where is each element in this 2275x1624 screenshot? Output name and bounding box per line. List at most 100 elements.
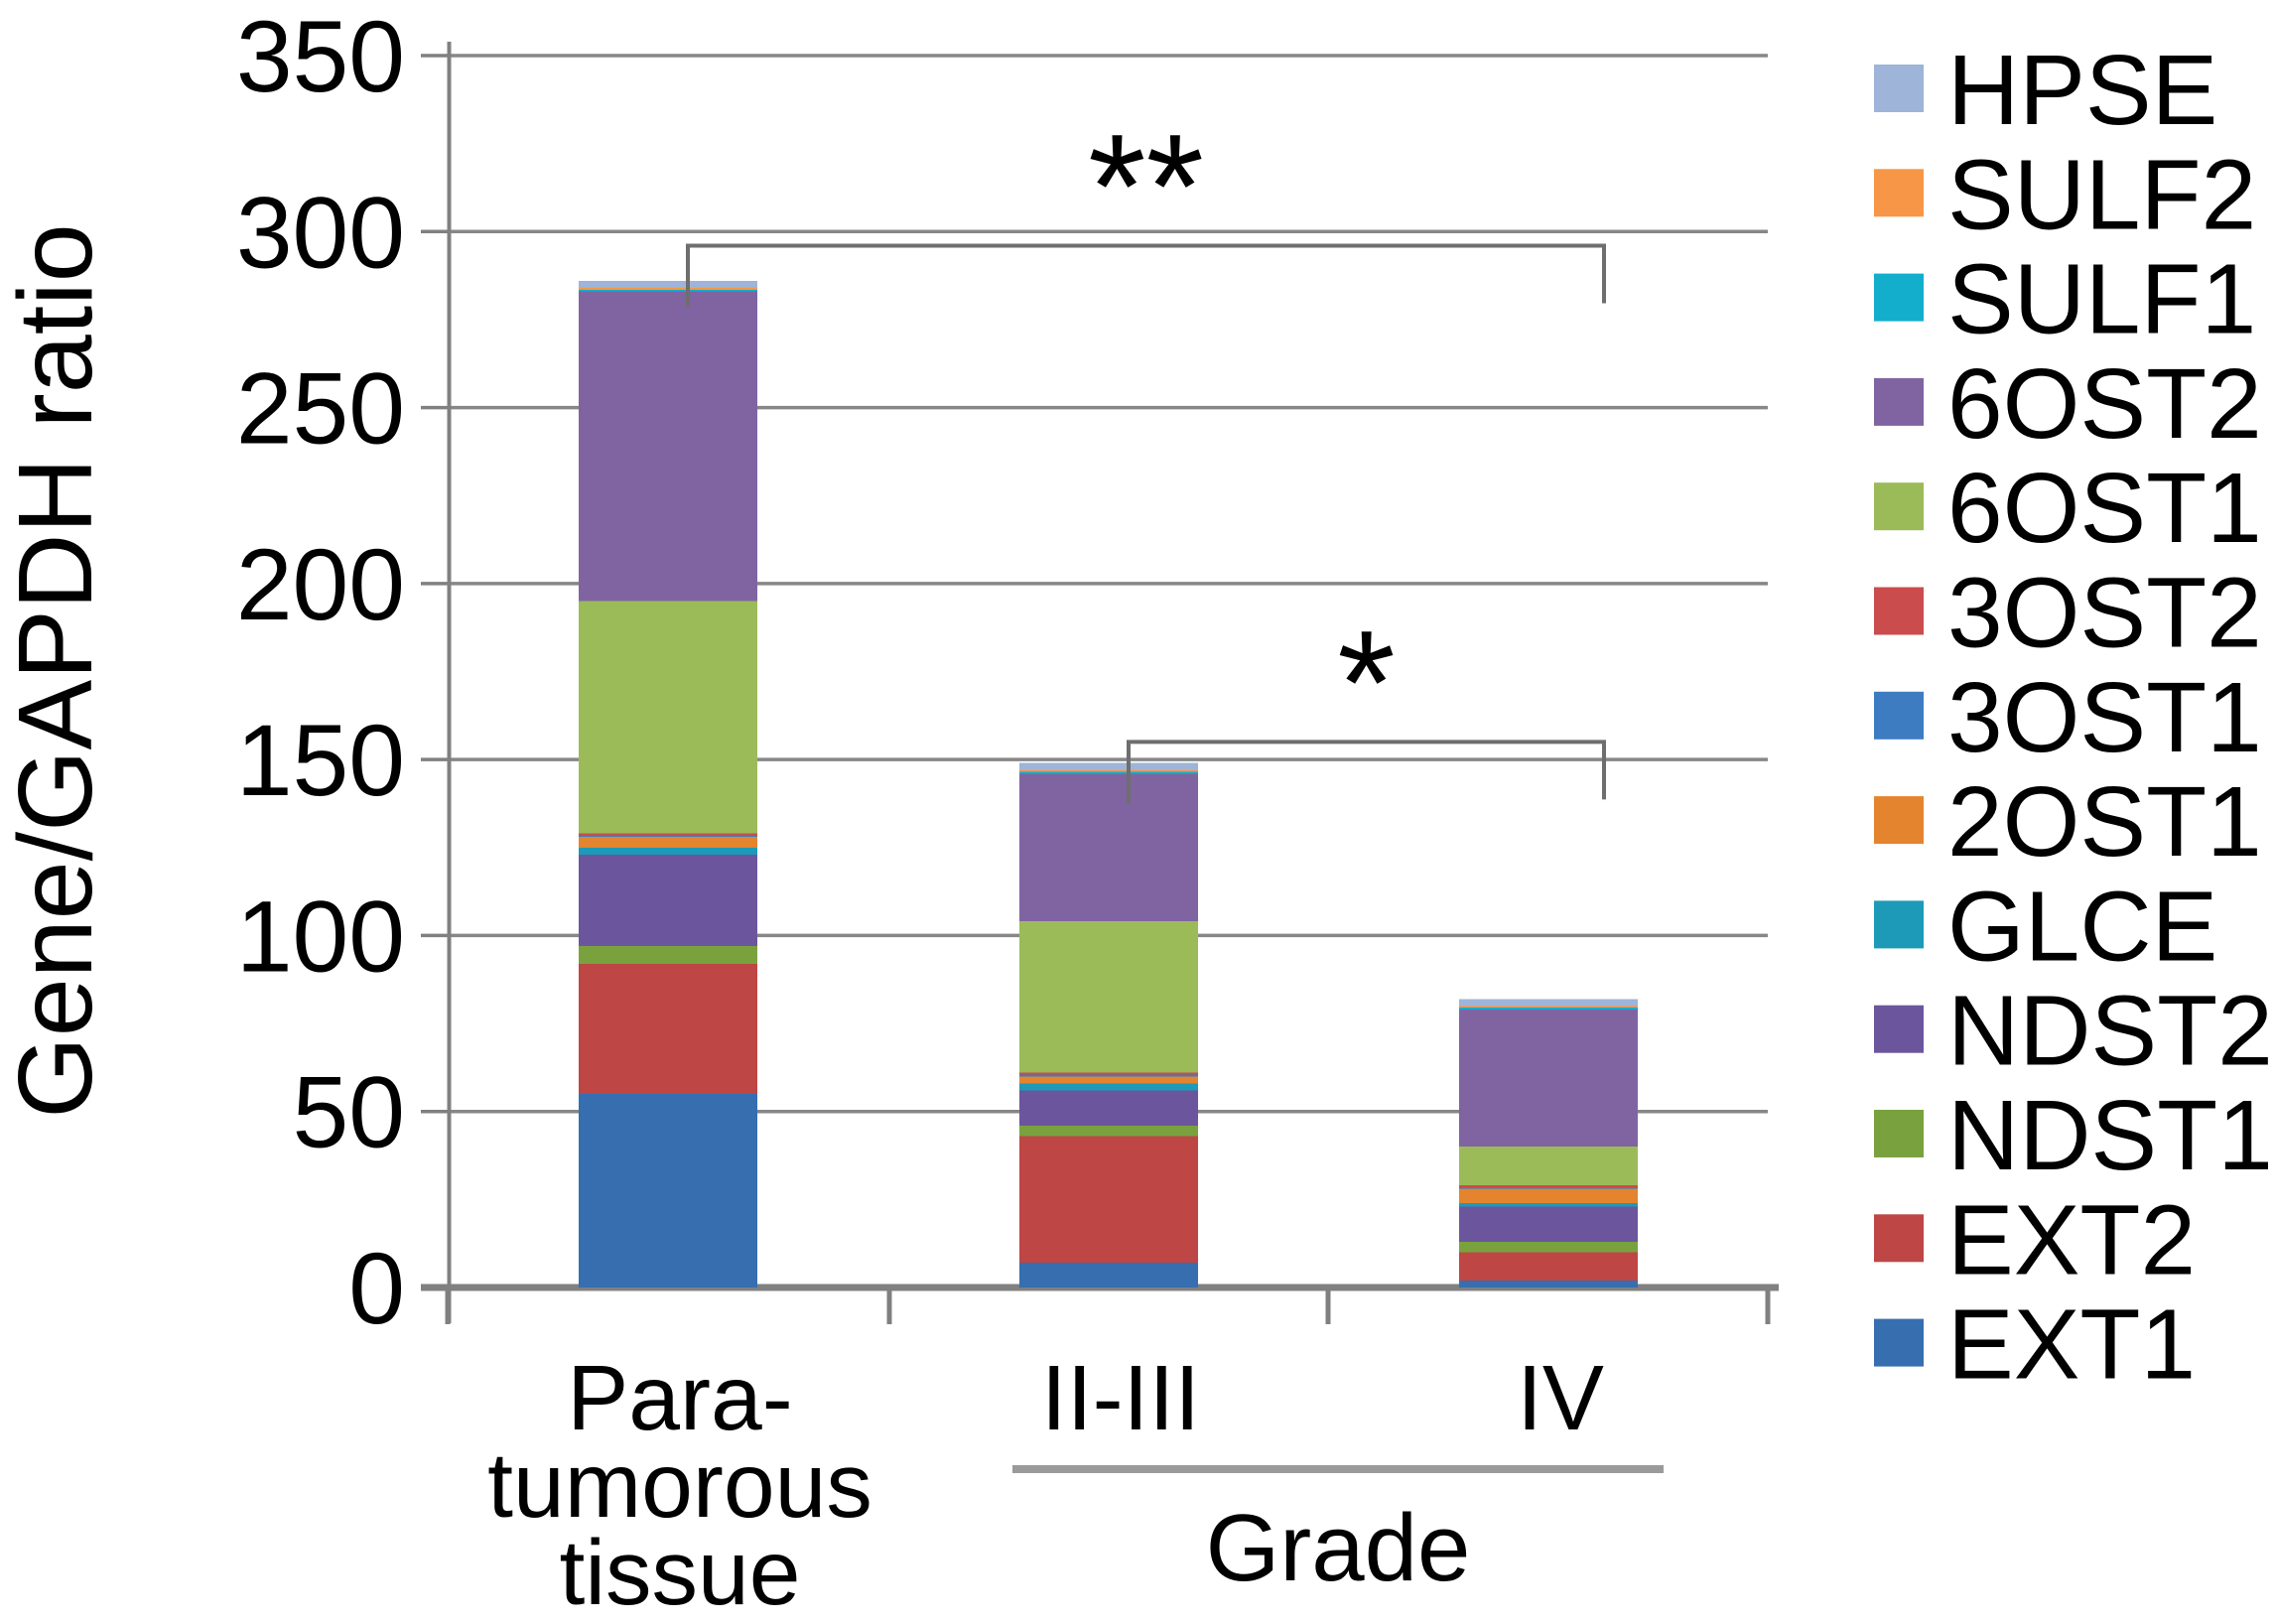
y-tick-label-0: 0: [348, 1232, 405, 1345]
bar-iv-segment-ndst2: [1459, 1206, 1638, 1242]
legend-swatch-glce: [1874, 900, 1924, 949]
bar-iv-segment-ndst1: [1459, 1241, 1638, 1253]
legend-label-ndst1: NDST1: [1947, 1080, 2273, 1191]
legend-label-2ost1: 2OST1: [1947, 766, 2262, 878]
bar-ii-iii-segment-sulf1: [1019, 771, 1198, 774]
x-axis-labels-layer: Para-tumorous tissue II-III IV Grade: [487, 1346, 1664, 1624]
legend-label-ndst2: NDST2: [1947, 976, 2273, 1087]
legend-label-3ost2: 3OST2: [1947, 558, 2262, 669]
bar-iv-segment-6ost1: [1459, 1147, 1638, 1186]
bar-ii-iii-segment-sulf2: [1019, 769, 1198, 772]
bar-iv-segment-glce: [1459, 1202, 1638, 1207]
bar-para--segment-3ost1: [579, 835, 757, 838]
legend-label-sulf1: SULF1: [1947, 244, 2256, 355]
bar-para--segment-sulf1: [579, 289, 757, 292]
bar-ii-iii-segment-2ost1: [1019, 1076, 1198, 1084]
legend-item-2ost1: 2OST1: [1874, 766, 2262, 878]
bar-ii-iii-segment-6ost1: [1019, 921, 1198, 1073]
legend-label-6ost2: 6OST2: [1947, 348, 2262, 460]
legend-item-3ost2: 3OST2: [1874, 558, 2262, 669]
legend-swatch-sulf2: [1874, 169, 1924, 217]
legend-item-ext1: EXT1: [1874, 1289, 2196, 1401]
bar-para--segment-sulf2: [579, 288, 757, 290]
legend-swatch-6ost2: [1874, 377, 1924, 426]
legend-label-6ost1: 6OST1: [1947, 453, 2262, 564]
legend-label-ext1: EXT1: [1947, 1289, 2196, 1401]
bar-ii-iii-segment-3ost2: [1019, 1072, 1198, 1075]
bar-iv-segment-3ost1: [1459, 1186, 1638, 1189]
legend-swatch-ndst2: [1874, 1005, 1924, 1053]
bar-ii-iii-segment-ext2: [1019, 1136, 1198, 1264]
legend-label-3ost1: 3OST1: [1947, 662, 2262, 773]
bar-iv-segment-ext2: [1459, 1252, 1638, 1281]
bar-para--segment-glce: [579, 847, 757, 855]
legend-item-hpse: HPSE: [1874, 35, 2217, 146]
bar-iv-segment-hpse: [1459, 999, 1638, 1007]
legend-swatch-6ost1: [1874, 482, 1924, 531]
bar-ii-iii-segment-hpse: [1019, 762, 1198, 770]
y-tick-label-200: 200: [236, 528, 405, 641]
y-axis-title: Gene/GAPDH ratio: [0, 223, 114, 1118]
bar-ii-iii-segment-ndst1: [1019, 1125, 1198, 1137]
bar-para--segment-3ost2: [579, 833, 757, 836]
y-tick-label-50: 50: [293, 1056, 405, 1169]
legend-swatch-3ost2: [1874, 587, 1924, 635]
legend-swatch-ext1: [1874, 1318, 1924, 1367]
bar-para--segment-ndst1: [579, 946, 757, 964]
legend-item-6ost1: 6OST1: [1874, 453, 2262, 564]
legend-layer: HPSESULF2SULF16OST26OST13OST23OST12OST1G…: [1874, 35, 2273, 1401]
legend-item-sulf2: SULF2: [1874, 139, 2256, 250]
bar-ii-iii-segment-glce: [1019, 1083, 1198, 1091]
category-label-2: IV: [1517, 1346, 1604, 1449]
significance-label-1: **: [1088, 102, 1204, 269]
significance-bracket-2: [1127, 740, 1606, 804]
bar-para--segment-6ost1: [579, 601, 757, 834]
bar-ii-iii-segment-3ost1: [1019, 1074, 1198, 1077]
y-tick-label-350: 350: [236, 0, 405, 113]
y-tick-label-250: 250: [236, 352, 405, 466]
bar-iv-segment-2ost1: [1459, 1188, 1638, 1203]
legend-swatch-sulf1: [1874, 273, 1924, 322]
bar-para--segment-6ost2: [579, 291, 757, 602]
bar-ii-iii-segment-6ost2: [1019, 773, 1198, 922]
bar-para--segment-ext1: [579, 1093, 757, 1287]
legend-label-sulf2: SULF2: [1947, 139, 2256, 250]
bars-layer: [579, 280, 1638, 1287]
legend-label-glce: GLCE: [1947, 871, 2217, 982]
legend-swatch-ext2: [1874, 1214, 1924, 1263]
bar-iv-segment-sulf1: [1459, 1008, 1638, 1010]
bar-para--segment-ndst2: [579, 854, 757, 947]
legend-item-ext2: EXT2: [1874, 1184, 2196, 1295]
bar-para--segment-hpse: [579, 280, 757, 289]
legend-item-3ost1: 3OST1: [1874, 662, 2262, 773]
category-label-0: Para-tumorous tissue: [487, 1346, 872, 1624]
legend-item-ndst1: NDST1: [1874, 1080, 2273, 1191]
significance-label-2: *: [1337, 599, 1395, 765]
bar-iv-segment-3ost2: [1459, 1185, 1638, 1187]
y-tick-label-300: 300: [236, 176, 405, 289]
significance-bracket-1: [686, 243, 1606, 308]
grade-group-label: Grade: [1206, 1495, 1471, 1601]
bar-iv-segment-ext1: [1459, 1280, 1638, 1287]
legend-swatch-hpse: [1874, 65, 1924, 112]
bar-para--segment-2ost1: [579, 837, 757, 848]
legend-item-glce: GLCE: [1874, 871, 2217, 982]
y-tick-label-150: 150: [236, 704, 405, 817]
bar-iv-segment-sulf2: [1459, 1006, 1638, 1009]
bar-iv-segment-6ost2: [1459, 1009, 1638, 1148]
category-label-1: II-III: [1041, 1346, 1200, 1449]
legend-label-ext2: EXT2: [1947, 1184, 2196, 1295]
legend-swatch-3ost1: [1874, 691, 1924, 740]
legend-swatch-ndst1: [1874, 1110, 1924, 1157]
y-tick-label-100: 100: [236, 880, 405, 993]
annotations-layer: ***: [686, 102, 1606, 804]
bar-ii-iii-segment-ndst2: [1019, 1090, 1198, 1126]
legend-item-ndst2: NDST2: [1874, 976, 2273, 1087]
bar-para--segment-ext2: [579, 963, 757, 1094]
legend-item-sulf1: SULF1: [1874, 244, 2256, 355]
legend-label-hpse: HPSE: [1947, 35, 2217, 146]
legend-item-6ost2: 6OST2: [1874, 348, 2262, 460]
bar-ii-iii-segment-ext1: [1019, 1263, 1198, 1287]
